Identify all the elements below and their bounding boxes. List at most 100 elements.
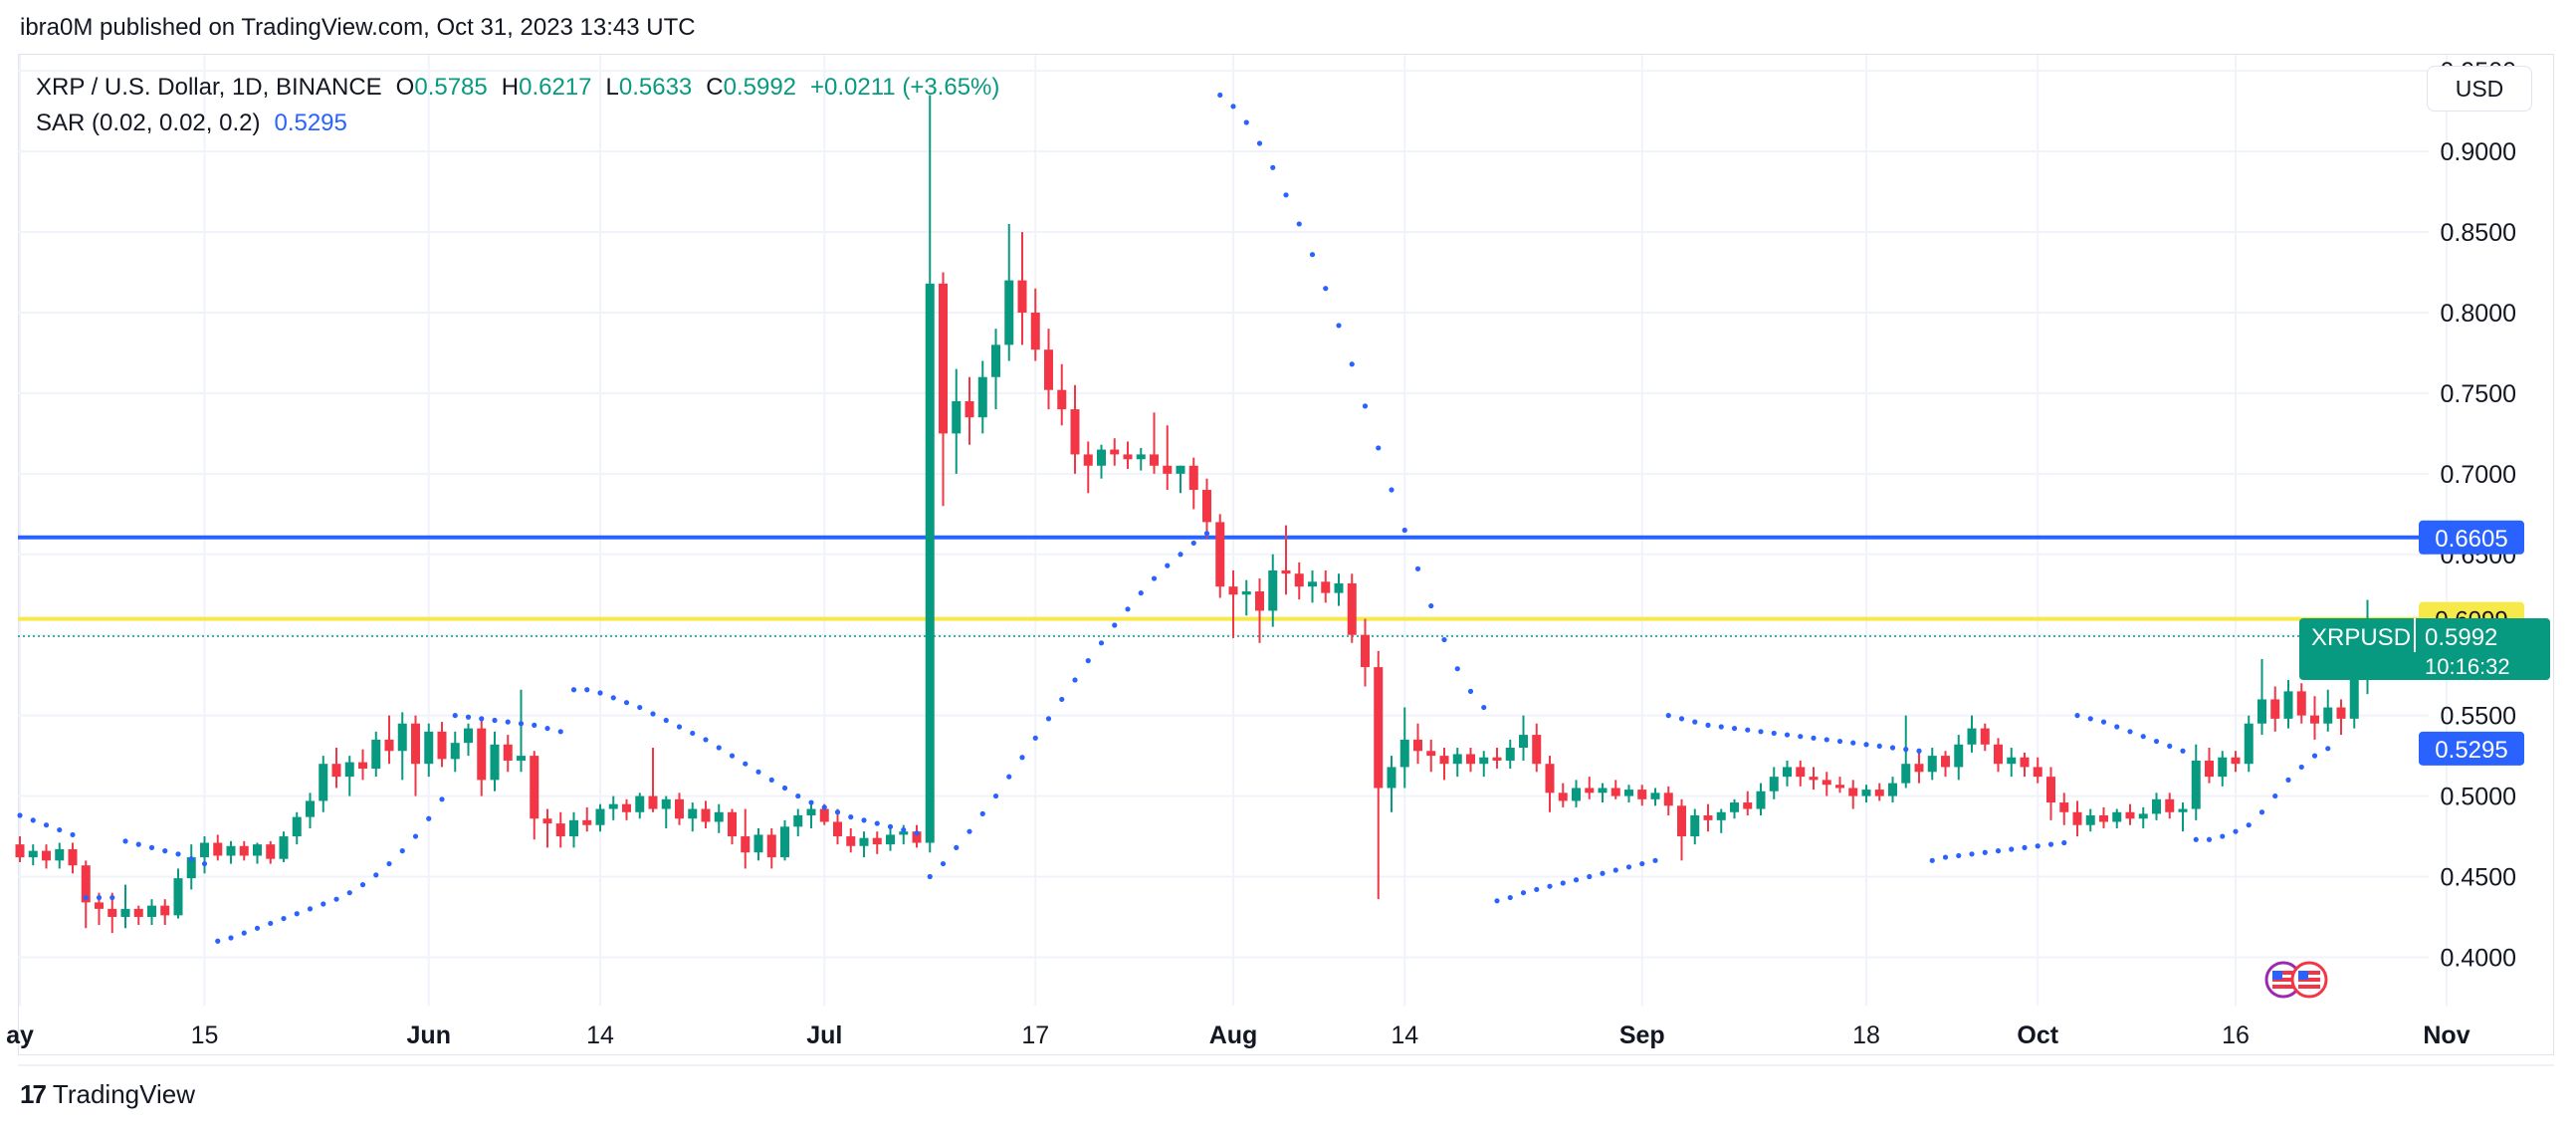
candle-down — [1110, 438, 1120, 466]
sar-dot — [2114, 724, 2120, 730]
candle-down — [160, 899, 170, 926]
candle-up — [319, 756, 328, 812]
candle-down — [555, 811, 565, 848]
candle-body — [306, 800, 315, 817]
candle-body — [1070, 409, 1080, 455]
time-tick-label: 14 — [1391, 1021, 1418, 1049]
sar-dot — [241, 930, 247, 936]
candle-down — [1321, 569, 1331, 603]
candle-body — [1321, 581, 1331, 593]
sar-dot — [2140, 734, 2146, 740]
sar-dot — [954, 844, 960, 850]
sar-dot — [1481, 704, 1487, 711]
sar-dot — [1362, 403, 1369, 409]
sar-dot — [2167, 743, 2173, 749]
open-value: 0.5785 — [414, 74, 488, 101]
candle-body — [753, 834, 763, 853]
sar-dot — [1639, 860, 1645, 867]
flag-stripe — [2272, 982, 2294, 985]
candle-down — [846, 827, 856, 853]
publisher-line: ibra0M published on TradingView.com, Oct… — [20, 14, 696, 41]
sar-dot — [1323, 286, 1329, 292]
sar-dot — [848, 814, 854, 820]
candle-body — [1466, 754, 1475, 765]
candle-down — [1610, 780, 1620, 799]
sar-dot — [874, 820, 880, 826]
candle-body — [1057, 389, 1067, 410]
candle-body — [2296, 691, 2306, 716]
candle-down — [239, 840, 249, 861]
tradingview-logo[interactable]: 17 TradingView — [20, 1079, 195, 1110]
candle-body — [253, 844, 262, 856]
candle-up — [1136, 447, 1146, 471]
candle-down — [1426, 739, 1436, 773]
candle-body — [1756, 791, 1766, 809]
candle-body — [2178, 808, 2188, 812]
time-tick-label: 16 — [2222, 1021, 2250, 1049]
candle-body — [859, 837, 869, 846]
sar-dot — [637, 704, 643, 711]
candle-body — [1505, 748, 1515, 761]
candle-body — [912, 831, 922, 843]
candle-down — [912, 824, 922, 848]
candle-body — [2152, 798, 2161, 814]
candle-body — [81, 865, 91, 903]
sar-dot — [1771, 730, 1777, 737]
candle-body — [965, 401, 974, 418]
sar-dot — [1678, 716, 1685, 722]
candle-down — [1228, 569, 1238, 638]
candle-body — [2231, 757, 2241, 765]
sar-dot — [96, 894, 103, 901]
candle-body — [2270, 699, 2280, 719]
candle-body — [384, 739, 394, 752]
currency-button[interactable]: USD — [2427, 66, 2532, 112]
time-tick-label: Jul — [806, 1021, 842, 1049]
candle-body — [2112, 811, 2122, 822]
candle-body — [1874, 790, 1884, 796]
sar-dot — [1876, 743, 1882, 749]
candle-down — [582, 806, 592, 832]
candle-down — [1941, 751, 1950, 778]
sar-dot — [399, 848, 405, 854]
sar-dot — [1441, 636, 1447, 643]
candle-body — [766, 834, 776, 858]
candle-body — [1769, 777, 1779, 792]
sar-dot — [2206, 836, 2213, 842]
sar-dot — [940, 860, 947, 867]
sar-dot — [1731, 725, 1738, 732]
candle-down — [2231, 751, 2241, 773]
candle-up — [306, 792, 315, 828]
candle-down — [437, 722, 447, 768]
time-tick-label: 17 — [1021, 1021, 1049, 1049]
candle-up — [186, 844, 196, 890]
candle-body — [952, 401, 962, 434]
candle-up — [608, 795, 618, 820]
candle-body — [1334, 582, 1344, 593]
candle-up — [344, 756, 354, 796]
sar-dot — [1376, 445, 1382, 451]
sar-dot — [412, 833, 419, 839]
sar-dot — [781, 785, 788, 792]
candle-body — [622, 803, 631, 812]
candle-body — [1914, 764, 1924, 773]
candle-down — [648, 748, 658, 812]
candle-down — [872, 831, 882, 854]
price-tick-label: 0.8500 — [2441, 219, 2516, 247]
sar-dot — [30, 817, 36, 823]
candle-body — [1176, 465, 1185, 474]
candle-down — [1347, 573, 1357, 643]
candle-body — [344, 762, 354, 778]
candle-down — [266, 840, 276, 864]
price-tick-label: 0.7500 — [2441, 380, 2516, 408]
candle-up — [688, 802, 698, 832]
sar-dot — [1203, 531, 1210, 537]
sar-price-tag: 0.5295 — [2419, 731, 2524, 766]
sar-dot — [1850, 740, 1856, 746]
sar-legend-row[interactable]: SAR (0.02, 0.02, 0.2) 0.5295 — [36, 106, 999, 141]
candle-down — [477, 718, 487, 796]
candle-down — [1361, 618, 1370, 687]
sar-dot — [109, 894, 115, 901]
symbol-title[interactable]: XRP / U.S. Dollar, 1D, BINANCE — [36, 74, 382, 101]
candle-body — [437, 731, 447, 760]
